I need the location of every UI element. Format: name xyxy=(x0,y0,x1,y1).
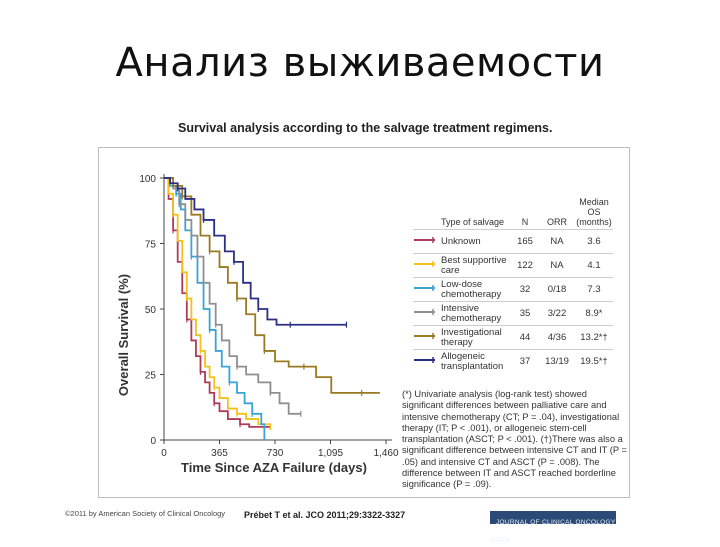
survival-curve-5 xyxy=(164,177,347,326)
legend-header-orr: ORR xyxy=(547,217,567,227)
legend-header-n: N xyxy=(521,217,529,227)
legend-orr: 13/19 xyxy=(539,349,575,373)
legend-orr: NA xyxy=(539,253,575,278)
legend-median: 8.9* xyxy=(575,301,613,326)
legend-name: Best supportive care xyxy=(441,253,511,278)
legend-median: 19.5*† xyxy=(575,349,613,373)
legend-row: Low-dose chemotherapy 32 0/18 7.3 xyxy=(413,277,613,302)
y-tick-label: 75 xyxy=(145,240,157,251)
legend-header-median: Median OS (months) xyxy=(576,197,612,227)
legend-median: 4.1 xyxy=(575,253,613,278)
legend-n: 37 xyxy=(511,349,539,373)
legend-n: 35 xyxy=(511,301,539,326)
x-tick-label: 0 xyxy=(161,448,167,459)
legend-median: 7.3 xyxy=(575,277,613,302)
legend-name: Investigational therapy xyxy=(441,325,511,350)
legend-orr: NA xyxy=(539,229,575,254)
legend-row: Intensive chemotherapy 35 3/22 8.9* xyxy=(413,301,613,326)
survival-curve-4 xyxy=(164,177,380,394)
legend-orr: 4/36 xyxy=(539,325,575,350)
y-tick-label: 25 xyxy=(145,371,157,382)
survival-chart: 0 25 50 75 100 0 365 730 1,095 1,460 Overall Surv… xyxy=(116,174,399,475)
y-axis-label: Overall Survival (%) xyxy=(116,274,131,396)
legend-row: Unknown 165 NA 3.6 xyxy=(413,229,613,254)
journal-logo-bar: JOURNAL OF CLINICAL ONCOLOGY ASCO xyxy=(490,511,616,544)
x-axis-label: Time Since AZA Failure (days) xyxy=(181,460,367,475)
legend-swatch-intensive xyxy=(414,309,435,315)
legend-n: 165 xyxy=(511,229,539,254)
legend-name: Low-dose chemotherapy xyxy=(441,277,511,302)
x-tick-label: 1,460 xyxy=(373,448,398,459)
y-tick-label: 0 xyxy=(150,436,156,447)
legend-header-row: Type of salvage N ORR Median OS (months) xyxy=(413,197,613,230)
legend-name: Unknown xyxy=(441,229,511,254)
legend-n: 32 xyxy=(511,277,539,302)
survival-curve-0 xyxy=(164,177,271,428)
legend-median: 3.6 xyxy=(575,229,613,254)
survival-curve-3 xyxy=(164,177,301,415)
figure-footnote: (*) Univariate analysis (log-rank test) … xyxy=(402,389,627,490)
x-tick-label: 1,095 xyxy=(318,448,343,459)
y-tick-label: 100 xyxy=(139,174,156,185)
legend-header-spacer xyxy=(413,197,441,230)
legend-name: Intensive chemotherapy xyxy=(441,301,511,326)
slide-title: Анализ выживаемости xyxy=(115,40,605,86)
legend-swatch-bsc xyxy=(414,261,435,267)
legend-median: 13.2*† xyxy=(575,325,613,350)
legend-swatch-unknown xyxy=(414,237,435,243)
chart-curves xyxy=(164,177,380,440)
x-tick-label: 730 xyxy=(267,448,284,459)
legend-swatch-allogeneic xyxy=(414,357,435,363)
figure-title: Survival analysis according to the salva… xyxy=(178,121,553,135)
legend-swatch-investigational xyxy=(414,333,435,339)
legend-row: Best supportive care 122 NA 4.1 xyxy=(413,253,613,278)
legend-orr: 0/18 xyxy=(539,277,575,302)
legend-swatch-low-dose xyxy=(414,285,435,291)
chart-ticks: 0 25 50 75 100 0 365 730 1,095 1,460 xyxy=(139,174,399,459)
chart-axes xyxy=(163,174,392,441)
x-tick-label: 365 xyxy=(211,448,228,459)
legend-row: Investigational therapy 44 4/36 13.2*† xyxy=(413,325,613,350)
legend-n: 122 xyxy=(511,253,539,278)
legend-row: Allogeneic transplantation 37 13/19 19.5… xyxy=(413,349,613,373)
legend-name: Allogeneic transplantation xyxy=(441,349,511,373)
copyright-text: ©2011 by American Society of Clinical On… xyxy=(65,509,226,518)
legend-table: Type of salvage N ORR Median OS (months)… xyxy=(413,197,613,373)
survival-curve-1 xyxy=(164,177,272,427)
citation-text: Prébet T et al. JCO 2011;29:3322-3327 xyxy=(244,510,406,520)
legend-orr: 3/22 xyxy=(539,301,575,326)
legend-header-type: Type of salvage xyxy=(441,217,505,227)
journal-logo-text: JOURNAL OF CLINICAL ONCOLOGY ASCO xyxy=(490,519,616,544)
legend-n: 44 xyxy=(511,325,539,350)
y-tick-label: 50 xyxy=(145,305,157,316)
